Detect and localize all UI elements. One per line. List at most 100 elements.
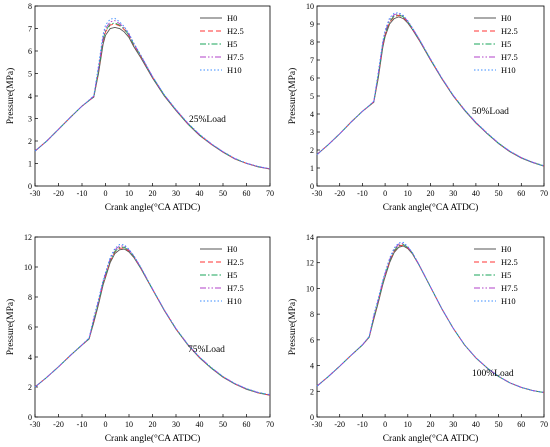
y-tick-label: 6: [310, 336, 314, 345]
x-tick-label: -30: [30, 189, 41, 198]
series-line-h10: [34, 244, 271, 396]
legend-label: H7.5: [501, 52, 518, 62]
x-tick-label: 30: [172, 189, 180, 198]
y-tick-label: 7: [310, 56, 314, 65]
y-tick-label: 6: [28, 47, 32, 56]
x-tick-label: 10: [404, 420, 412, 429]
y-tick-label: 5: [310, 92, 314, 101]
y-tick-label: 6: [28, 323, 32, 332]
y-axis-label: Pressure(MPa): [5, 68, 16, 124]
x-tick-label: 70: [266, 420, 274, 429]
legend-label: H5: [227, 39, 237, 49]
y-tick-label: 4: [28, 92, 32, 101]
y-tick-label: 10: [306, 2, 314, 11]
series-line-h7-5: [34, 20, 271, 170]
load-annotation: 75%Load: [188, 345, 225, 355]
x-tick-label: 60: [517, 189, 525, 198]
chart-panel-2: -30 -20 -10 0 10 20 30 40 50 60 70 0 1 2 3 4 5 6 7 8 9 10 Cran…: [287, 2, 548, 213]
y-axis-label: Pressure(MPa): [287, 299, 298, 355]
load-annotation: 100%Load: [472, 369, 514, 379]
legend-label: H7.5: [501, 283, 518, 293]
legend-label: H2.5: [227, 257, 244, 267]
y-axis-label: Pressure(MPa): [5, 299, 16, 355]
y-tick-label: 4: [310, 362, 314, 371]
chart-panel-1: -30 -20 -10 0 10 20 30 40 50 60 70 0 1 2 3 4 5 6 7 8 Crank a…: [5, 2, 274, 213]
legend-label: H0: [501, 244, 511, 254]
y-tick-label: 2: [28, 137, 32, 146]
y-tick-label: 14: [306, 233, 314, 242]
x-tick-label: 40: [196, 420, 204, 429]
x-axis-label: Crank angle(°CA ATDC): [383, 202, 479, 213]
x-tick-label: -30: [30, 420, 41, 429]
x-tick-label: 30: [172, 420, 180, 429]
legend-label: H10: [501, 65, 516, 75]
y-tick-label: 2: [28, 383, 32, 392]
series-line-h7-5: [316, 242, 545, 393]
x-tick-label: 70: [266, 189, 274, 198]
legend-label: H2.5: [501, 257, 518, 267]
plot-frame: [316, 5, 545, 187]
legend-label: H5: [501, 39, 511, 49]
y-axis-label: Pressure(MPa): [287, 68, 298, 124]
x-axis-label: Crank angle(°CA ATDC): [383, 433, 479, 444]
legend-label: H10: [227, 296, 242, 306]
legend-label: H7.5: [227, 52, 244, 62]
x-tick-label: 50: [219, 420, 227, 429]
x-tick-label: 60: [243, 189, 251, 198]
x-tick-label: 40: [196, 189, 204, 198]
x-tick-label: 50: [495, 420, 503, 429]
x-tick-label: 10: [125, 189, 133, 198]
x-tick-label: -20: [334, 420, 345, 429]
y-tick-label: 3: [310, 128, 314, 137]
legend-label: H0: [227, 13, 237, 23]
y-tick-label: 8: [310, 310, 314, 319]
y-tick-label: 9: [310, 20, 314, 29]
legend-label: H5: [501, 270, 511, 280]
y-tick-label: 6: [310, 74, 314, 83]
legend-label: H10: [501, 296, 516, 306]
series-line-h5: [34, 246, 271, 396]
x-tick-label: 10: [125, 420, 133, 429]
y-tick-label: 10: [306, 284, 314, 293]
x-tick-label: 30: [449, 420, 457, 429]
x-tick-label: -10: [77, 189, 88, 198]
y-tick-label: 10: [24, 263, 32, 272]
x-tick-label: 60: [517, 420, 525, 429]
x-tick-label: -20: [53, 189, 64, 198]
y-tick-label: 2: [310, 146, 314, 155]
y-tick-label: 8: [28, 293, 32, 302]
x-tick-label: -30: [312, 420, 323, 429]
series-line-h10: [316, 241, 545, 393]
y-tick-label: 3: [28, 115, 32, 124]
legend-label: H0: [227, 244, 237, 254]
y-tick-label: 0: [28, 182, 32, 191]
x-tick-label: 20: [149, 420, 157, 429]
y-tick-label: 8: [28, 2, 32, 11]
plot-frame: [316, 236, 545, 418]
x-tick-label: -30: [312, 189, 323, 198]
x-tick-label: 0: [383, 420, 387, 429]
legend-label: H2.5: [501, 26, 518, 36]
x-tick-label: -20: [334, 189, 345, 198]
x-tick-label: -10: [77, 420, 88, 429]
legend-label: H2.5: [227, 26, 244, 36]
y-tick-label: 0: [28, 413, 32, 422]
legend-label: H7.5: [227, 283, 244, 293]
x-tick-label: 70: [540, 189, 548, 198]
x-axis-label: Crank angle(°CA ATDC): [105, 433, 201, 444]
y-tick-label: 2: [310, 387, 314, 396]
x-tick-label: 10: [404, 189, 412, 198]
legend-label: H5: [227, 270, 237, 280]
x-tick-label: 50: [219, 189, 227, 198]
x-tick-label: 30: [449, 189, 457, 198]
y-tick-label: 0: [310, 182, 314, 191]
x-tick-label: 20: [149, 189, 157, 198]
load-annotation: 25%Load: [189, 115, 226, 125]
series-line-h10: [316, 12, 545, 167]
load-annotation: 50%Load: [472, 107, 509, 117]
x-tick-label: -20: [53, 420, 64, 429]
y-tick-label: 12: [24, 233, 32, 242]
x-tick-label: 0: [104, 189, 108, 198]
legend-label: H0: [501, 13, 511, 23]
x-tick-label: 20: [427, 420, 435, 429]
